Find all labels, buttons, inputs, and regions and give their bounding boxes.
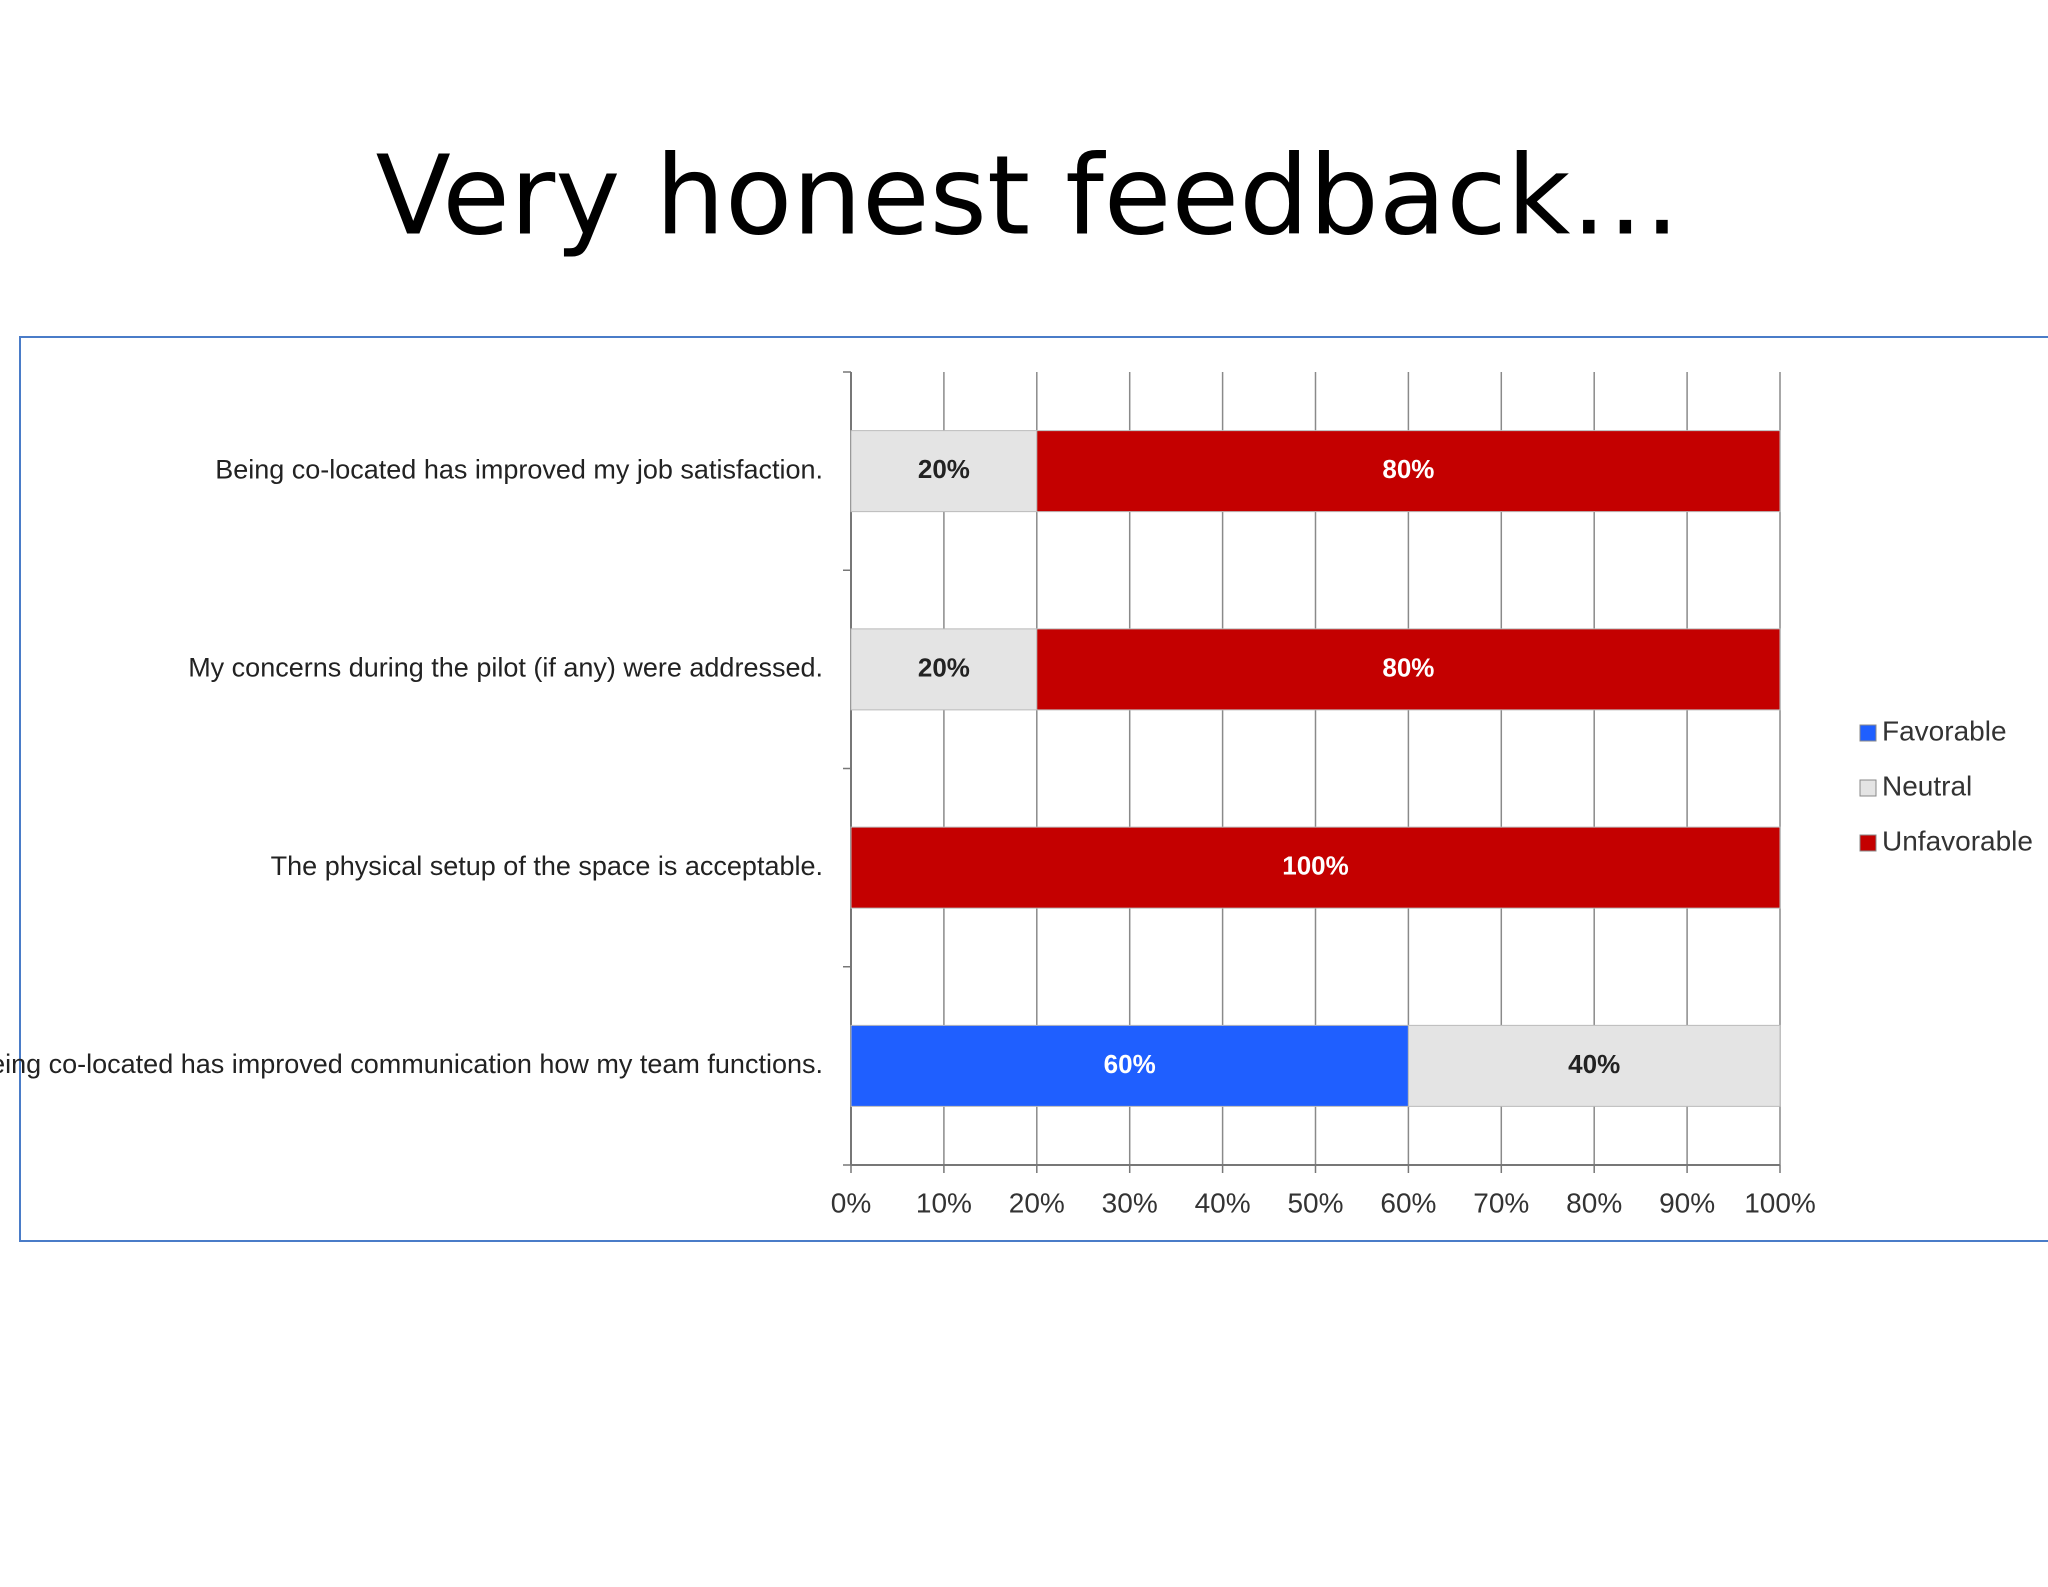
x-tick-label: 100% [1744, 1187, 1816, 1218]
x-tick-label: 90% [1659, 1187, 1715, 1218]
category-label: My concerns during the pilot (if any) we… [188, 653, 823, 683]
bar-segment [1036, 628, 1781, 711]
value-label: 40% [1568, 1049, 1620, 1079]
category-label: Being co-located has improved my job sat… [215, 454, 823, 484]
slide-title: Very honest feedback… [376, 131, 1681, 259]
category-label: The physical setup of the space is accep… [271, 851, 823, 881]
value-label: 60% [1104, 1049, 1156, 1079]
value-label: 20% [918, 652, 970, 682]
bar-segment [1407, 1024, 1781, 1107]
x-tick-label: 70% [1473, 1187, 1529, 1218]
legend-label: Favorable [1882, 715, 2007, 746]
x-tick-label: 10% [916, 1187, 972, 1218]
value-label: 80% [1382, 454, 1434, 484]
category-label: Being co-located has improved communicat… [0, 1049, 823, 1079]
x-tick-label: 0% [831, 1187, 871, 1218]
legend-label: Neutral [1882, 770, 1972, 801]
x-tick-label: 50% [1287, 1187, 1343, 1218]
legend-swatch [1859, 834, 1877, 852]
legend-swatch [1859, 724, 1877, 742]
x-tick-label: 20% [1009, 1187, 1065, 1218]
value-label: 80% [1382, 652, 1434, 682]
bar-segment [1036, 430, 1781, 513]
x-tick-label: 60% [1380, 1187, 1436, 1218]
x-tick-label: 80% [1566, 1187, 1622, 1218]
bar-segment [850, 430, 1038, 513]
value-label: 100% [1282, 851, 1349, 881]
bar-segment [850, 826, 1781, 909]
value-label: 20% [918, 454, 970, 484]
bar-segment [850, 1024, 1409, 1107]
bar-segment [850, 628, 1038, 711]
plot: 0% 10% 20% 30% 40% 50% 60% 70% 80% 90% 100% Being c… [0, 371, 2033, 1218]
x-tick-label: 40% [1195, 1187, 1251, 1218]
legend-label: Unfavorable [1882, 825, 2033, 856]
x-tick-label: 30% [1102, 1187, 1158, 1218]
legend-swatch [1859, 779, 1877, 797]
